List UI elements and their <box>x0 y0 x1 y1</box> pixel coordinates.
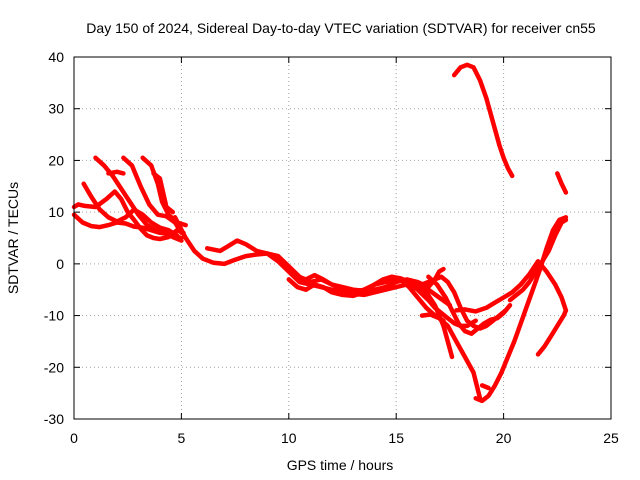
series-line-trace-17 <box>454 259 569 314</box>
series-line-trace-19 <box>479 383 491 391</box>
axis-ticks <box>73 56 612 420</box>
y-axis-label: SDTVAR / TECUs <box>5 182 21 294</box>
series-line-trace-3 <box>81 181 180 238</box>
series-line-trace-13 <box>350 277 478 329</box>
grid <box>74 57 611 419</box>
series-line-trace-21 <box>507 217 569 303</box>
x-tick-label: 5 <box>178 430 186 446</box>
series-line-trace-16 <box>426 274 513 336</box>
series-line-trace-22 <box>535 308 569 357</box>
y-tick-label: -20 <box>44 359 64 375</box>
y-tick-label: -30 <box>44 411 64 427</box>
series-line-trace-2 <box>71 189 186 242</box>
y-tick-label: 40 <box>48 49 64 65</box>
series-line-trace-23 <box>555 171 569 195</box>
x-axis-label: GPS time / hours <box>287 457 394 473</box>
series-line-trace-18 <box>473 215 569 404</box>
series-line-trace-5 <box>106 169 126 176</box>
y-tick-label: -10 <box>44 308 64 324</box>
x-tick-labels: 0 5 10 15 20 25 <box>70 430 619 446</box>
x-tick-label: 15 <box>388 430 404 446</box>
series-line-trace-8 <box>151 171 176 215</box>
y-tick-labels: -30 -20 -10 0 10 20 30 40 <box>44 49 64 427</box>
y-tick-label: 20 <box>48 152 64 168</box>
plot-frame <box>73 56 612 420</box>
plot-area <box>71 62 569 404</box>
y-tick-label: 0 <box>56 256 64 272</box>
x-tick-label: 0 <box>70 430 78 446</box>
series-line-trace-15 <box>419 312 483 401</box>
y-tick-label: 10 <box>48 204 64 220</box>
x-tick-label: 20 <box>496 430 512 446</box>
chart-title: Day 150 of 2024, Sidereal Day-to-day VTE… <box>86 20 596 36</box>
x-tick-label: 10 <box>281 430 297 446</box>
series-line-trace-20 <box>451 62 515 179</box>
x-tick-label: 25 <box>603 430 619 446</box>
series-line-trace-9 <box>172 215 453 308</box>
y-tick-label: 30 <box>48 101 64 117</box>
